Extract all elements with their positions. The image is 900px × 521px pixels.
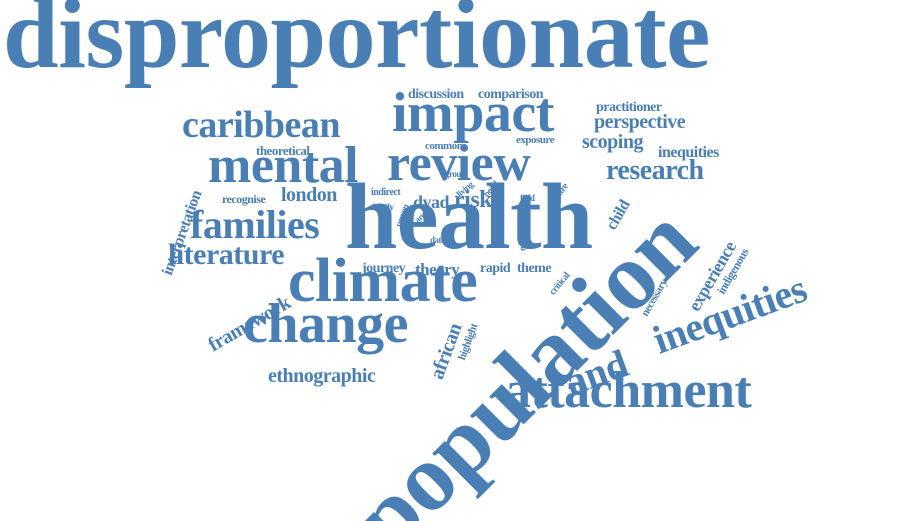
word-indirect: indirect (371, 187, 401, 198)
word-exposure: exposure (516, 134, 554, 146)
word-review: review (387, 135, 531, 192)
word-change: change (243, 293, 409, 355)
word-health: health (345, 165, 593, 269)
word-literature: literature (168, 238, 285, 271)
word-theme: theme (517, 261, 552, 276)
word-discussion: discussion (408, 87, 464, 102)
word-common: common (425, 140, 463, 152)
word-dyad: dyad (413, 192, 450, 212)
word-family: family (372, 202, 394, 212)
word-inequities: inequities (658, 144, 719, 161)
word-climate: climate (288, 247, 478, 315)
word-field: field (520, 193, 535, 203)
word-risk: risk (454, 187, 493, 213)
word-theory: theory (415, 260, 460, 279)
word-impact: impact (392, 82, 554, 144)
word-scoping: scoping (582, 131, 643, 153)
word-perspective: perspective (594, 111, 686, 133)
word-date: date (430, 235, 445, 245)
word-group: group (445, 169, 466, 179)
word-rapid: rapid (480, 261, 511, 276)
word-ethnographic: ethnographic (268, 365, 376, 387)
word-practitioner: practitioner (596, 100, 662, 115)
word-journey: journey (362, 261, 406, 276)
word-families: families (190, 202, 320, 247)
word-london: london (281, 184, 337, 206)
word-recognise: recognise (222, 192, 266, 206)
word-theoretical: theoretical (256, 143, 310, 158)
word-caribbean: caribbean (182, 104, 341, 146)
word-disproportionate: disproportionate (3, 0, 710, 89)
word-mental: mental (208, 137, 359, 194)
word-research: research (606, 155, 704, 186)
word-comparison: comparison (478, 87, 544, 102)
word-attachment: attachment (505, 362, 752, 419)
